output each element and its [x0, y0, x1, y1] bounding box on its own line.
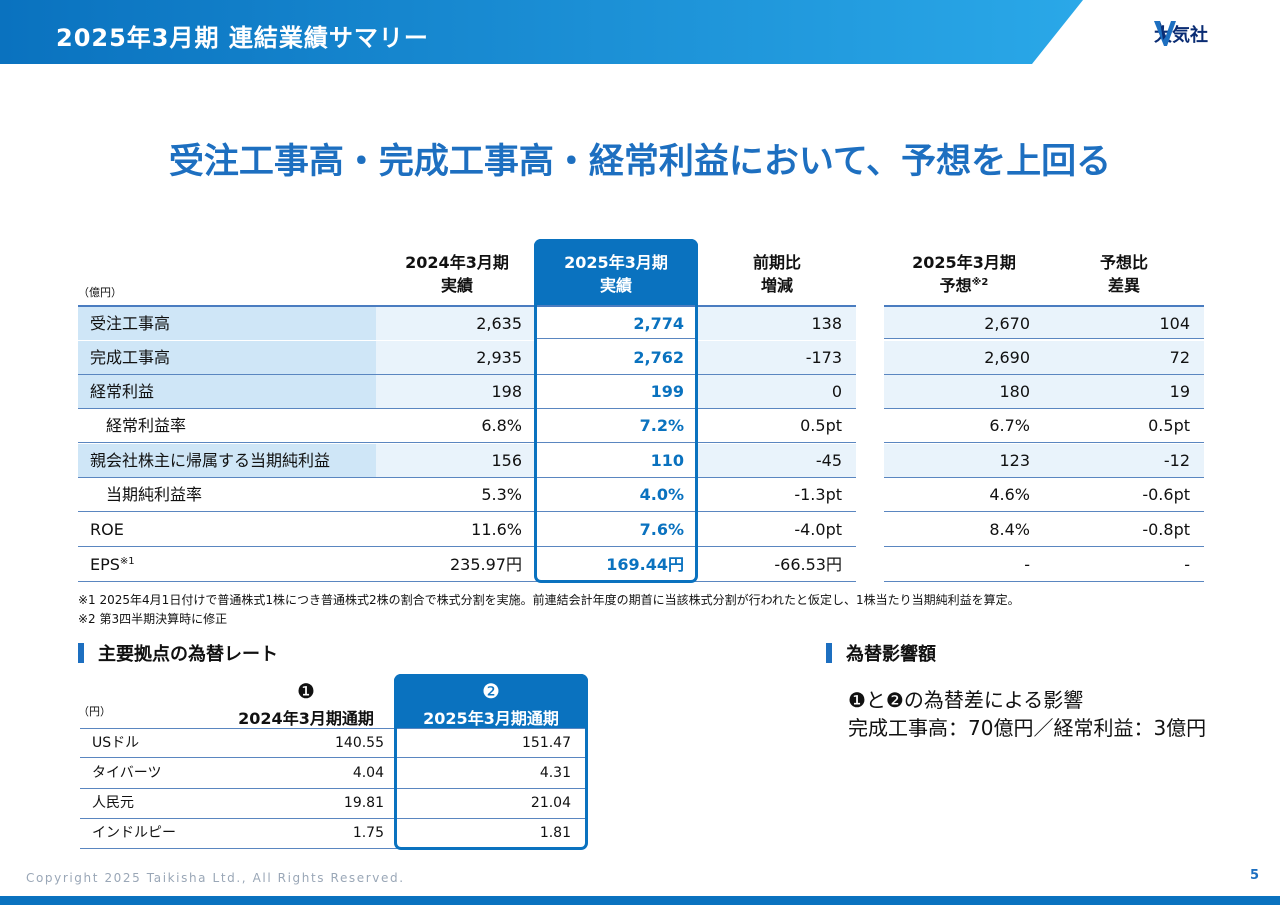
forecast-row: 2,690 72	[884, 341, 1204, 375]
forecast-row: 6.7% 0.5pt	[884, 409, 1204, 443]
fx-highlight-header-fill	[394, 674, 588, 728]
fx-unit: （円）	[78, 705, 111, 718]
table-unit: （億円）	[78, 286, 122, 299]
fx-row: インドルピー 1.75 1.81	[80, 819, 585, 849]
impact-line-2: 完成工事高：70億円／経常利益：3億円	[848, 716, 1207, 740]
page-number: 5	[1250, 868, 1260, 883]
footnote-1: ※1 2025年4月1日付けで普通株式1株につき普通株式2株の割合で株式分割を実…	[78, 593, 1020, 607]
table-row: 経常利益 198 199 0	[78, 375, 856, 409]
table-row: 完成工事高 2,935 2,762 -173	[78, 341, 856, 375]
eps-note-mark: ※1	[119, 556, 135, 567]
forecast-row: 8.4% -0.8pt	[884, 513, 1204, 547]
impact-section-title: 為替影響額	[826, 640, 936, 666]
table-row: 親会社株主に帰属する当期純利益 156 110 -45	[78, 444, 856, 478]
forecast-row: - -	[884, 548, 1204, 582]
marker-1-icon: ❶	[297, 679, 315, 703]
col-header-forecast: 2025年3月期 予想※2	[912, 253, 1016, 295]
company-logo: 大気社	[1152, 18, 1208, 50]
impact-line-1: ❶と❷の為替差による影響	[848, 688, 1084, 712]
table-row: 当期純利益率 5.3% 4.0% -1.3pt	[78, 478, 856, 512]
header-background	[0, 0, 1083, 64]
highlight-header-fill	[534, 239, 698, 305]
highlight-column-frame	[534, 239, 698, 583]
fx-highlight-column-frame	[394, 674, 588, 850]
col-header-diff: 前期比 増減	[752, 253, 801, 295]
footnote-2: ※2 第3四半期決算時に修正	[78, 612, 228, 626]
fx-col-header-2024: 2024年3月期通期	[238, 709, 374, 728]
fx-section-title: 主要拠点の為替レート	[78, 640, 278, 666]
forecast-note-mark: ※2	[971, 277, 989, 288]
fx-row: USドル 140.55 151.47	[80, 728, 585, 758]
col-header-curr: 2025年3月期 実績	[564, 253, 668, 295]
header-band: 2025年3月期 連結業績サマリー 大気社	[0, 0, 1280, 64]
forecast-row: 180 19	[884, 375, 1204, 409]
slide-title: 2025年3月期 連結業績サマリー	[56, 24, 429, 52]
fx-col-header-2025: 2025年3月期通期	[423, 709, 559, 728]
col-header-vs-forecast: 予想比 差異	[1099, 253, 1148, 295]
forecast-row: 123 -12	[884, 444, 1204, 478]
bottom-bar	[0, 896, 1280, 905]
fx-row: 人民元 19.81 21.04	[80, 789, 585, 819]
forecast-row: 4.6% -0.6pt	[884, 478, 1204, 512]
table-row: 経常利益率 6.8% 7.2% 0.5pt	[78, 409, 856, 443]
headline: 受注工事高・完成工事高・経常利益において、予想を上回る	[168, 142, 1112, 182]
forecast-row: 2,670 104	[884, 305, 1204, 339]
col-header-prev: 2024年3月期 実績	[405, 253, 509, 295]
copyright: Copyright 2025 Taikisha Ltd., All Rights…	[26, 871, 405, 885]
table-row: ROE 11.6% 7.6% -4.0pt	[78, 513, 856, 547]
table-row: EPS※1 235.97円 169.44円 -66.53円	[78, 548, 856, 582]
fx-row: タイバーツ 4.04 4.31	[80, 759, 585, 789]
logo-mark-icon	[1154, 21, 1176, 46]
table-row: 受注工事高 2,635 2,774 138	[78, 305, 856, 340]
marker-2-icon: ❷	[482, 679, 500, 703]
